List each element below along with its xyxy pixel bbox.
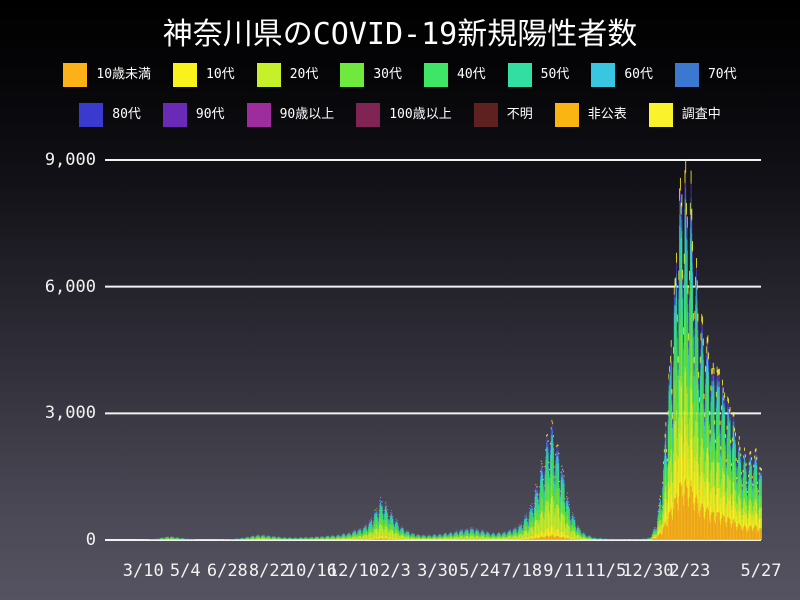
legend-item-2-6: 調査中 bbox=[648, 103, 721, 127]
legend-item-2-1: 90代 bbox=[162, 103, 225, 127]
legend-swatch-icon bbox=[424, 63, 448, 87]
legend-swatch-icon bbox=[554, 103, 579, 127]
legend-label: 40代 bbox=[457, 67, 486, 82]
x-tick-label-7: 3/30 bbox=[417, 561, 459, 581]
legend-swatch-icon bbox=[674, 63, 699, 87]
legend-swatch-icon bbox=[256, 63, 281, 87]
legend-item-1-1: 10代 bbox=[173, 63, 235, 87]
x-tick-label-12: 12/30 bbox=[622, 561, 674, 581]
legend-label: 90歳以上 bbox=[279, 107, 335, 122]
legend-label: 70代 bbox=[707, 67, 737, 82]
legend-swatch-icon bbox=[162, 103, 187, 127]
y-tick-label-6000: 6,000 bbox=[44, 276, 96, 297]
plot-area bbox=[105, 159, 762, 541]
legend-label: 30代 bbox=[373, 67, 402, 82]
legend-swatch-icon bbox=[246, 103, 271, 127]
legend-label: 不明 bbox=[506, 107, 533, 122]
y-tick-label-3000: 3,000 bbox=[44, 403, 96, 424]
x-tick-label-11: 11/5 bbox=[585, 561, 627, 581]
legend-swatch-icon bbox=[63, 63, 88, 87]
legend-swatch-icon bbox=[648, 103, 673, 127]
legend-item-1-6: 60代 bbox=[591, 63, 653, 87]
legend-item-2-5: 非公表 bbox=[554, 103, 627, 127]
legend-swatch-icon bbox=[473, 103, 498, 127]
y-tick-label-9000: 9,000 bbox=[44, 150, 96, 170]
x-tick-label-14: 5/27 bbox=[740, 561, 782, 581]
y-tick-label-0: 0 bbox=[85, 530, 96, 550]
x-tick-label-2: 6/28 bbox=[206, 561, 248, 581]
x-tick-label-5: 12/10 bbox=[327, 561, 380, 581]
legend-swatch-icon bbox=[591, 63, 616, 87]
legend-label: 非公表 bbox=[587, 107, 627, 122]
legend-row-2: 80代 90代 90歳以上 100歳以上 不明 非公表 調査中 bbox=[0, 103, 800, 127]
legend-item-1-4: 40代 bbox=[424, 63, 486, 87]
legend-item-2-0: 80代 bbox=[79, 103, 141, 127]
legend-label: 50代 bbox=[540, 67, 570, 82]
x-tick-label-9: 7/18 bbox=[501, 561, 543, 581]
legend-item-1-2: 20代 bbox=[256, 63, 319, 87]
legend-item-2-3: 100歳以上 bbox=[356, 103, 452, 127]
x-tick-label-0: 3/10 bbox=[122, 561, 164, 581]
legend-item-2-4: 不明 bbox=[473, 103, 533, 127]
legend-label: 10歳未満 bbox=[96, 67, 152, 82]
legend-label: 調査中 bbox=[681, 107, 721, 122]
legend-row-1: 10歳未満 10代 20代 30代 40代 50代 60代 70代 bbox=[0, 63, 800, 87]
x-tick-label-13: 2/23 bbox=[669, 561, 711, 581]
legend-swatch-icon bbox=[173, 63, 198, 87]
legend-label: 100歳以上 bbox=[389, 107, 452, 122]
legend-label: 10代 bbox=[206, 67, 235, 82]
legend-swatch-icon bbox=[340, 63, 365, 87]
x-tick-label-6: 2/3 bbox=[380, 561, 411, 581]
legend-label: 80代 bbox=[112, 107, 141, 122]
legend-label: 20代 bbox=[289, 67, 319, 82]
legend-swatch-icon bbox=[356, 103, 381, 127]
legend-swatch-icon bbox=[507, 63, 532, 87]
legend-label: 60代 bbox=[624, 67, 653, 82]
legend-item-1-3: 30代 bbox=[340, 63, 402, 87]
legend-item-2-2: 90歳以上 bbox=[246, 103, 335, 127]
x-tick-label-4: 10/16 bbox=[285, 561, 338, 581]
x-tick-label-3: 8/22 bbox=[248, 561, 290, 581]
legend-item-1-7: 70代 bbox=[674, 63, 737, 87]
chart-title: 神奈川県のCOVID-19新規陽性者数 bbox=[162, 17, 638, 52]
legend-item-1-0: 10歳未満 bbox=[63, 63, 151, 87]
x-tick-label-10: 9/11 bbox=[543, 561, 585, 581]
legend-item-1-5: 50代 bbox=[507, 63, 570, 87]
x-tick-label-8: 5/24 bbox=[459, 561, 501, 581]
legend-label: 90代 bbox=[195, 107, 225, 122]
x-tick-label-1: 5/4 bbox=[169, 561, 201, 581]
stacked-bars bbox=[127, 159, 762, 540]
legend-swatch-icon bbox=[79, 103, 104, 127]
